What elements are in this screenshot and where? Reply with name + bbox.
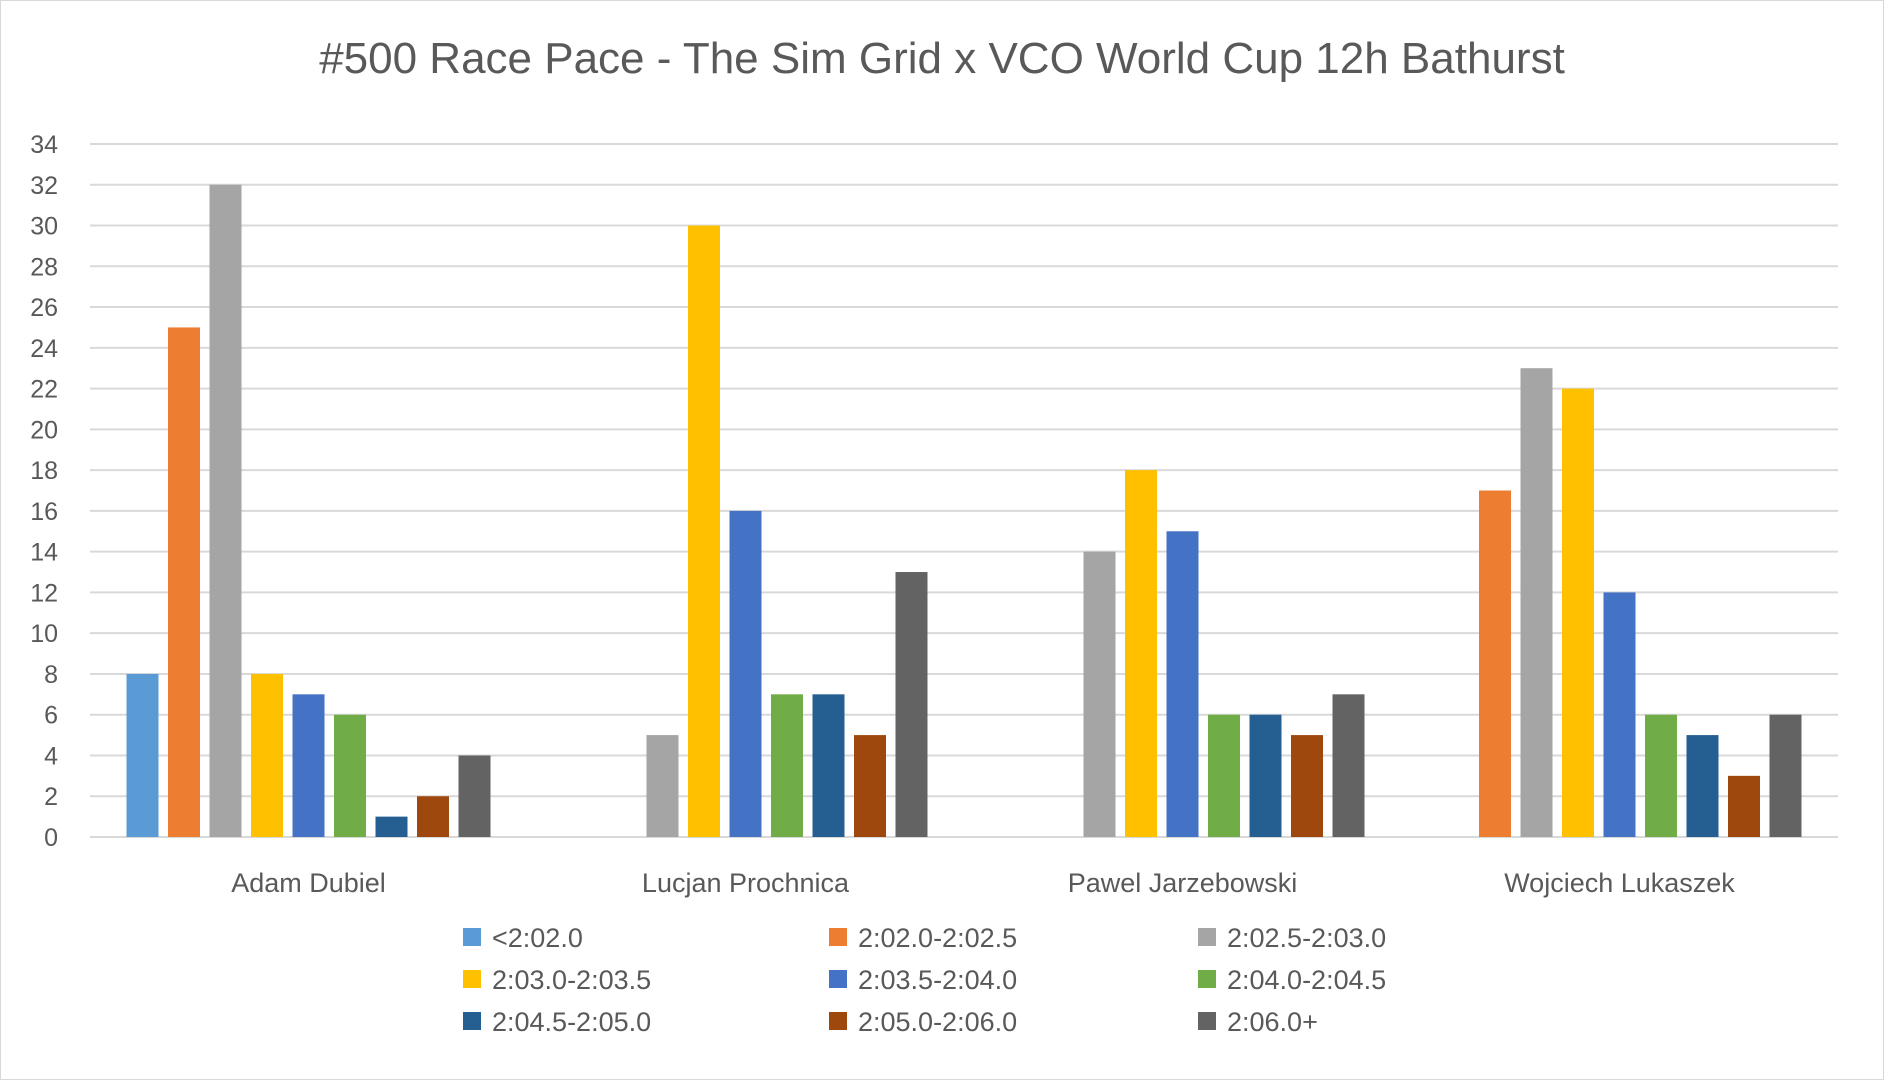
x-category-label: Lucjan Prochnica [642,868,850,898]
legend-label: 2:02.5-2:03.0 [1227,923,1386,953]
bar [334,714,366,837]
y-tick-label: 2 [44,783,58,811]
y-tick-label: 8 [44,661,58,689]
bar [895,572,928,837]
legend-label: 2:03.0-2:03.5 [492,965,651,995]
bar [1603,592,1636,837]
legend-label: 2:02.0-2:02.5 [858,923,1017,953]
y-tick-label: 14 [30,539,58,567]
legend-label: 2:03.5-2:04.0 [858,965,1017,995]
chart-title: #500 Race Pace - The Sim Grid x VCO Worl… [319,34,1565,83]
legend-swatch [829,970,847,988]
legend-label: 2:05.0-2:06.0 [858,1007,1017,1037]
legend-swatch [1198,970,1216,988]
bar [1520,368,1553,837]
legend-swatch [463,928,481,946]
legend-swatch [829,928,847,946]
legend-label: <2:02.0 [492,923,583,953]
bar [1728,775,1760,837]
legend-label: 2:06.0+ [1227,1007,1318,1037]
y-tick-label: 0 [44,824,58,852]
bar [1208,714,1240,837]
bar [1769,714,1802,837]
y-tick-label: 16 [30,498,58,526]
bar [1291,735,1323,837]
legend-label: 2:04.5-2:05.0 [492,1007,651,1037]
y-tick-label: 34 [30,131,58,159]
bar [417,796,449,837]
bar [251,673,283,837]
y-tick-label: 6 [44,702,58,730]
bar [458,755,491,837]
x-category-label: Adam Dubiel [231,868,386,898]
y-tick-label: 12 [30,579,58,607]
bar [688,225,720,837]
bar [729,510,762,837]
legend-swatch [1198,1012,1216,1030]
legend-swatch [463,1012,481,1030]
x-category-label: Pawel Jarzebowski [1068,868,1298,898]
legend-swatch [1198,928,1216,946]
bar [292,694,325,837]
y-tick-label: 20 [30,416,58,444]
legend-label: 2:04.0-2:04.5 [1227,965,1386,995]
bar [1249,714,1282,837]
y-tick-label: 26 [30,294,58,322]
bar [1332,694,1365,837]
y-tick-label: 28 [30,253,58,281]
y-tick-label: 22 [30,376,58,404]
bar [1645,714,1677,837]
legend-swatch [463,970,481,988]
legend-swatch [829,1012,847,1030]
y-tick-label: 10 [30,620,58,648]
bar [1686,735,1719,837]
bar [1166,531,1199,837]
y-tick-label: 24 [30,335,58,363]
y-tick-label: 32 [30,172,58,200]
bar [1479,490,1511,837]
bar [168,327,200,837]
bar [1083,551,1116,837]
bar [126,673,159,837]
bar [812,694,845,837]
bar [375,816,408,837]
bar [854,735,886,837]
bar [1125,470,1157,837]
bar [646,735,679,837]
bar [1562,388,1594,837]
y-tick-label: 18 [30,457,58,485]
x-category-label: Wojciech Lukaszek [1504,868,1735,898]
bar [771,694,803,837]
bar [209,184,242,837]
y-tick-label: 4 [44,742,58,770]
y-tick-label: 30 [30,213,58,241]
